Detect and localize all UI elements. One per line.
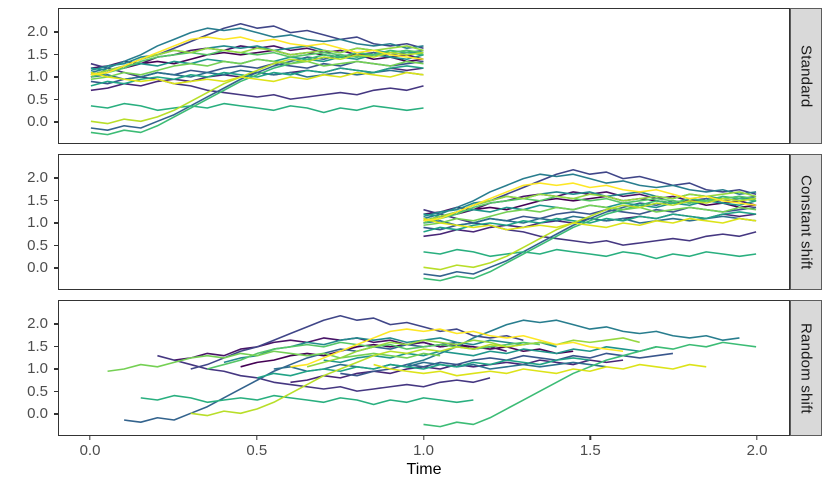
x-tick-mark — [756, 436, 758, 440]
series-line — [423, 173, 757, 220]
y-axis-random-shift: 2.0 1.5 1.0 0.5 0.0 — [0, 300, 58, 436]
series-line — [423, 195, 757, 222]
y-tick-label: 0.0 — [27, 259, 48, 276]
series-line — [90, 27, 424, 74]
series-line — [306, 337, 640, 368]
series-line — [257, 357, 590, 379]
x-tick-label: 1.5 — [579, 442, 601, 459]
series-line — [140, 394, 474, 406]
facet-grid: 2.0 1.5 1.0 0.5 0.0 Standard 2.0 1.5 1.0 0.5 0.0… — [0, 8, 822, 436]
facet-strip-label: Standard — [797, 44, 815, 108]
panel-random-shift — [58, 300, 790, 436]
y-tick-mark — [54, 323, 58, 325]
y-tick-mark — [54, 98, 58, 101]
y-tick-label: 0.0 — [27, 113, 48, 130]
series-line — [90, 65, 424, 87]
y-tick-label: 1.5 — [27, 337, 48, 355]
x-tick-label: 2.0 — [746, 442, 768, 459]
x-tick-mark — [256, 436, 258, 440]
y-tick-mark — [54, 267, 58, 269]
y-tick-label: 1.0 — [27, 214, 48, 231]
y-tick-mark — [54, 222, 58, 224]
series-line — [90, 71, 424, 85]
series-line — [90, 36, 424, 76]
y-tick-mark — [54, 121, 58, 123]
facet-strip-standard: Standard — [790, 8, 822, 144]
y-tick-label: 1.0 — [27, 68, 48, 85]
facet-strip-random-shift: Random shift — [790, 300, 822, 436]
y-tick-label: 1.5 — [27, 45, 48, 63]
series-line — [423, 195, 757, 282]
x-axis: 0.0 0.5 1.0 1.5 2.0 — [58, 436, 790, 464]
series-line — [190, 343, 524, 417]
y-tick-mark — [54, 390, 58, 393]
x-axis-title: Time — [406, 461, 442, 478]
series-line — [90, 49, 424, 76]
y-tick-label: 2.0 — [27, 23, 48, 40]
panel-constant-shift — [58, 154, 790, 290]
y-tick-mark — [54, 31, 58, 33]
y-tick-mark — [54, 244, 58, 247]
y-tick-mark — [54, 76, 58, 78]
x-tick-label: 0.5 — [246, 442, 268, 459]
facet-strip-constant-shift: Constant shift — [790, 154, 822, 290]
y-tick-mark — [54, 368, 58, 370]
x-tick-mark — [589, 436, 591, 440]
series-line — [157, 354, 491, 392]
series-line — [423, 341, 757, 428]
y-tick-label: 2.0 — [27, 315, 48, 332]
y-axis-constant-shift: 2.0 1.5 1.0 0.5 0.0 — [0, 154, 58, 290]
y-tick-label: 0.5 — [27, 236, 48, 254]
y-tick-label: 1.0 — [27, 360, 48, 377]
panel-standard — [58, 8, 790, 144]
series-line — [273, 361, 607, 373]
y-tick-mark — [54, 413, 58, 415]
y-tick-mark — [54, 345, 58, 348]
y-tick-mark — [54, 53, 58, 56]
series-line — [90, 49, 424, 136]
series-line — [423, 197, 757, 271]
series-line — [107, 350, 441, 373]
series-line — [373, 363, 707, 377]
y-axis-standard: 2.0 1.5 1.0 0.5 0.0 — [0, 8, 58, 144]
series-line — [423, 204, 757, 227]
series-line — [90, 102, 424, 114]
series-line — [90, 51, 424, 125]
facet-strip-label: Constant shift — [797, 174, 815, 270]
series-line — [90, 58, 424, 81]
y-tick-label: 0.5 — [27, 382, 48, 400]
y-tick-label: 0.0 — [27, 405, 48, 422]
x-tick-mark — [89, 436, 91, 440]
x-tick-label: 0.0 — [79, 442, 101, 459]
x-tick-mark — [422, 436, 425, 440]
series-line — [124, 341, 457, 423]
y-tick-label: 0.5 — [27, 90, 48, 108]
y-tick-label: 1.5 — [27, 191, 48, 209]
series-line — [423, 182, 757, 222]
series-line — [423, 211, 757, 233]
series-line — [290, 328, 624, 368]
series-line — [423, 217, 757, 231]
y-tick-mark — [54, 199, 58, 202]
x-tick-label: 1.0 — [413, 442, 434, 459]
series-line — [190, 314, 524, 370]
facet-strip-label: Random shift — [797, 322, 815, 414]
series-line — [423, 248, 757, 260]
y-tick-mark — [54, 177, 58, 179]
y-tick-label: 2.0 — [27, 169, 48, 186]
